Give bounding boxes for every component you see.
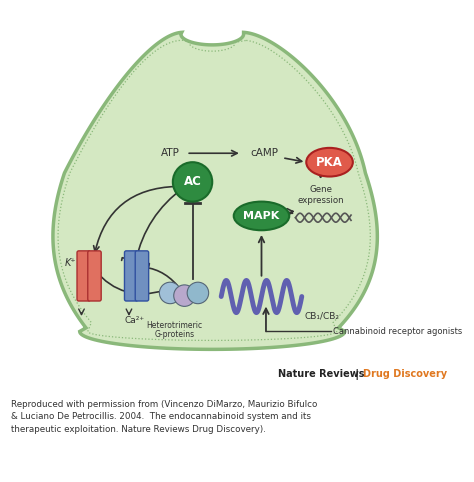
- Text: G-proteins: G-proteins: [155, 330, 195, 339]
- Circle shape: [159, 282, 181, 304]
- FancyBboxPatch shape: [125, 251, 138, 301]
- Circle shape: [187, 282, 209, 304]
- Text: cAMP: cAMP: [250, 148, 278, 158]
- Ellipse shape: [234, 201, 289, 230]
- FancyBboxPatch shape: [77, 251, 91, 301]
- Text: Gene
expression: Gene expression: [297, 185, 344, 205]
- Text: Cannabinoid receptor agonists: Cannabinoid receptor agonists: [333, 327, 462, 336]
- Text: |: |: [352, 369, 362, 380]
- Polygon shape: [53, 32, 377, 349]
- Text: Heterotrimeric: Heterotrimeric: [146, 321, 203, 330]
- Circle shape: [173, 162, 212, 201]
- Text: Nature Reviews: Nature Reviews: [278, 369, 364, 379]
- Text: MAPK: MAPK: [243, 211, 280, 221]
- Text: ATP: ATP: [161, 148, 180, 158]
- Ellipse shape: [306, 148, 353, 176]
- Text: PKA: PKA: [316, 156, 343, 169]
- Text: CB₁/CB₂: CB₁/CB₂: [304, 312, 339, 321]
- Circle shape: [174, 285, 195, 307]
- Text: AC: AC: [183, 175, 201, 188]
- FancyBboxPatch shape: [135, 251, 149, 301]
- FancyBboxPatch shape: [88, 251, 101, 301]
- Text: Drug Discovery: Drug Discovery: [363, 369, 447, 379]
- Text: Ca²⁺: Ca²⁺: [124, 316, 145, 325]
- Text: Reproduced with permission from (Vincenzo DiMarzo, Maurizio Bifulco
& Luciano De: Reproduced with permission from (Vincenz…: [11, 400, 317, 433]
- Text: K⁺: K⁺: [65, 258, 76, 268]
